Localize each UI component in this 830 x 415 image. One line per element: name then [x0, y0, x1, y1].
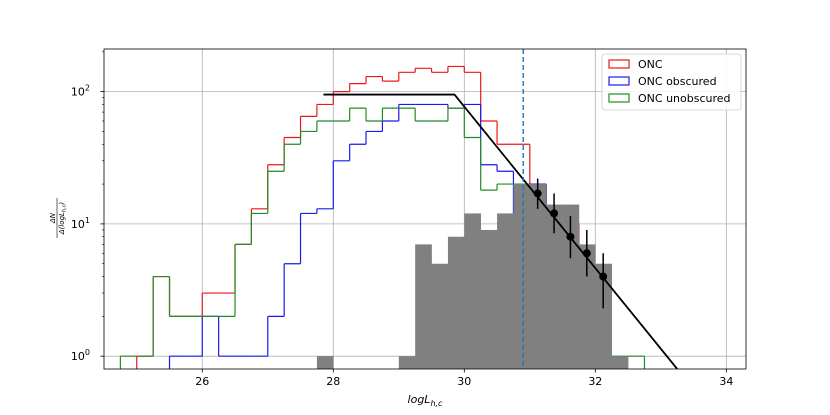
histogram-bar	[595, 263, 613, 369]
data-point	[599, 272, 608, 281]
axes-frame	[103, 48, 747, 370]
y-axis-label-numerator: ΔN	[49, 212, 57, 224]
y-tick-label-exponent: 0	[85, 348, 90, 357]
legend-swatch-onc	[608, 59, 630, 69]
x-tick-label: 26	[195, 375, 209, 388]
x-tick-label: 30	[457, 375, 471, 388]
x-tick-label: 32	[588, 375, 602, 388]
legend-swatch-onc-obscured	[608, 76, 630, 86]
histogram-bar	[497, 213, 514, 369]
y-tick-label-exponent: 1	[85, 216, 90, 225]
histogram-bar	[513, 184, 531, 369]
data-point	[550, 209, 559, 218]
y-tick-label-base: 10	[71, 86, 85, 99]
x-axis-label-main: logL	[408, 393, 431, 406]
legend-swatch-onc-unobscured	[608, 93, 630, 103]
legend-box	[601, 53, 742, 111]
legend-label-onc: ONC	[638, 58, 663, 71]
histogram-bar	[611, 356, 629, 369]
y-axis-label: ΔN Δ(logLh,c)	[49, 198, 68, 238]
legend: ONC ONC obscured ONC unobscured	[601, 53, 742, 111]
histogram-bar	[431, 263, 449, 369]
x-axis-label: logLh,c	[408, 393, 444, 408]
data-point	[582, 249, 591, 258]
y-axis-label-den-suffix: )	[58, 202, 66, 206]
histogram-bar	[464, 213, 481, 369]
x-axis-ticks: 26 28 30 32 34	[195, 369, 733, 388]
series-gray-filled	[316, 184, 629, 369]
histogram-bar	[316, 356, 334, 369]
histogram-bar	[480, 229, 498, 369]
series-onc-unobscured	[119, 107, 646, 369]
histogram-bar	[578, 244, 596, 369]
legend-entry-onc-obscured: ONC obscured	[608, 75, 717, 88]
legend-label-onc-unobscured: ONC unobscured	[638, 92, 731, 105]
legend-entry-onc-unobscured: ONC unobscured	[608, 92, 731, 105]
histogram-bar	[529, 184, 547, 369]
y-axis-label-den-sub: h,c	[62, 204, 68, 212]
x-axis-label-subscript: h,c	[430, 399, 443, 408]
y-axis-label-denominator: Δ(logLh,c)	[58, 202, 68, 236]
histogram-bar	[562, 204, 580, 369]
y-tick-label-base: 10	[71, 218, 85, 231]
x-tick-label: 34	[719, 375, 733, 388]
plot-area	[119, 49, 678, 369]
histogram-bar	[546, 204, 563, 369]
y-tick-label-exponent: 2	[85, 84, 90, 93]
y-axis-label-den-prefix: Δ(logL	[58, 212, 66, 235]
y-tick-label: 100	[71, 348, 90, 363]
legend-entry-onc: ONC	[608, 58, 663, 71]
data-point	[533, 189, 542, 198]
y-tick-label: 102	[71, 84, 90, 99]
legend-label-onc-obscured: ONC obscured	[638, 75, 717, 88]
y-tick-label-base: 10	[71, 350, 85, 363]
y-tick-label: 101	[71, 216, 90, 231]
data-point	[566, 232, 575, 241]
x-tick-label: 28	[326, 375, 340, 388]
histogram-bar	[447, 236, 465, 369]
histogram-bar	[398, 356, 416, 369]
histogram-bar	[415, 244, 432, 369]
